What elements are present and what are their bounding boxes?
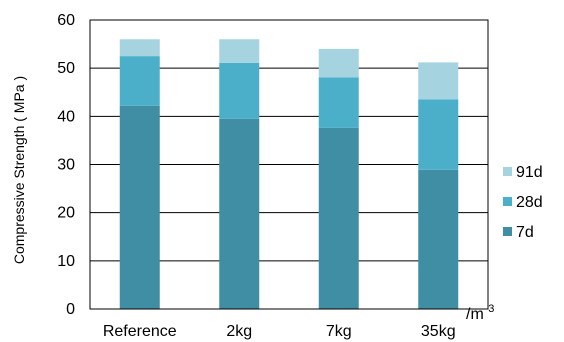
plot-frame (89, 19, 489, 310)
bar-28d-7kg (318, 77, 359, 128)
y-tick-label: 20 (57, 205, 75, 222)
x-tick-label: Reference (103, 323, 177, 340)
bar-7d-2kg (219, 118, 260, 309)
bar-7d-35kg (418, 169, 459, 309)
y-tick-label: 40 (57, 108, 75, 125)
bar-28d-35kg (418, 99, 459, 170)
bar-7d-Reference (119, 105, 160, 309)
x-axis-unit: /m 3 (466, 303, 494, 323)
bar-91d-2kg (219, 39, 260, 63)
bar-28d-Reference (119, 56, 160, 106)
legend-label-91d: 91d (516, 164, 543, 181)
x-tick-labels: Reference 2kg 7kg 35kg (103, 323, 456, 340)
y-tick-label: 60 (57, 12, 75, 29)
legend-swatch-7d (503, 227, 512, 236)
legend-label-7d: 7d (516, 224, 534, 241)
legend-swatch-91d (503, 167, 512, 176)
legend: 91d 28d 7d (503, 164, 543, 241)
legend-label-28d: 28d (516, 194, 543, 211)
y-tick-label: 30 (57, 157, 75, 174)
x-tick-label: 35kg (421, 323, 456, 340)
y-tick-labels: 0 10 20 30 40 50 60 (57, 12, 75, 318)
x-tick-label: 7kg (326, 323, 352, 340)
y-axis-label: Compressive Strength ( MPa ) (11, 76, 27, 264)
y-tick-label: 0 (66, 301, 75, 318)
x-axis-unit-text: /m (466, 306, 484, 323)
bar-91d-Reference (119, 39, 160, 57)
legend-swatch-28d (503, 197, 512, 206)
bar-91d-35kg (418, 62, 459, 100)
x-axis-unit-superscript: 3 (488, 303, 494, 315)
bar-28d-2kg (219, 62, 260, 119)
y-tick-label: 50 (57, 60, 75, 77)
x-tick-label: 2kg (226, 323, 252, 340)
bars (119, 39, 459, 309)
axes (89, 19, 489, 310)
bar-7d-7kg (318, 127, 359, 309)
bar-91d-7kg (318, 48, 359, 78)
y-tick-label: 10 (57, 253, 75, 270)
